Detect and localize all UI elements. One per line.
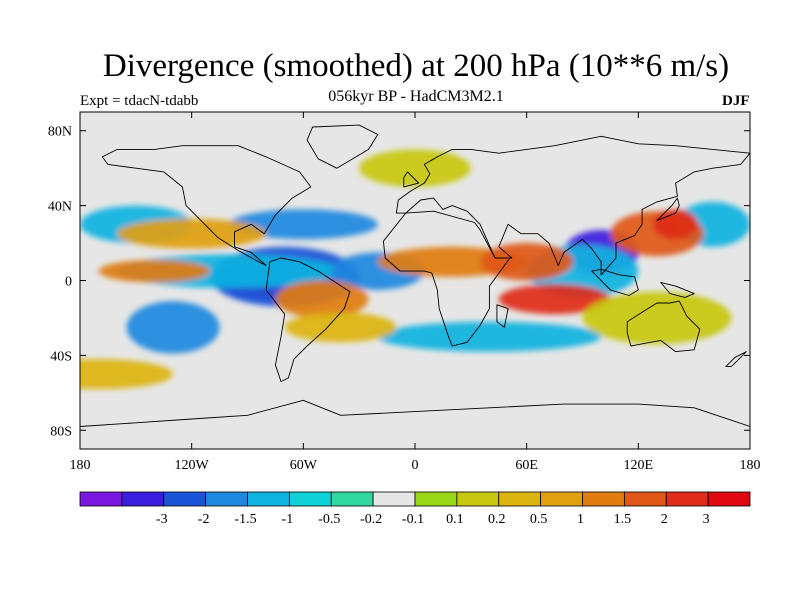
colorbar-swatch <box>205 491 248 507</box>
colorbar-label: 2 <box>661 512 668 527</box>
field-anomaly-10 <box>377 321 602 352</box>
coastline-indonesia <box>591 268 639 296</box>
colorbar-label: 3 <box>703 512 710 527</box>
coastline-new-zealand <box>725 351 747 368</box>
page-title: Divergence (smoothed) at 200 hPa (10**6 … <box>102 48 730 84</box>
colorbar-swatch <box>498 491 542 507</box>
colorbar-swatch <box>247 491 290 507</box>
colorbar-swatch <box>582 491 625 507</box>
colorbar: -3 -2 -1.5 -1 -0.5 -0.2 -0.1 0.1 0.2 0.5 1 1.5 2 3 <box>79 491 751 527</box>
divergence-field <box>80 149 750 390</box>
field-anomaly-19 <box>117 218 267 249</box>
colorbar-swatch <box>288 491 332 507</box>
colorbar-label: 0.5 <box>530 512 548 527</box>
x-tick-label: 60W <box>290 458 318 473</box>
colorbar-swatch <box>121 491 165 507</box>
y-tick-label: 0 <box>65 275 72 290</box>
experiment-label: Expt = tdacN-tdabb <box>80 93 199 109</box>
x-tick-label: 180 <box>70 458 91 473</box>
y-tick-label: 40S <box>50 349 72 364</box>
colorbar-swatch <box>540 491 583 507</box>
coastline-north-america <box>101 145 312 266</box>
y-tick-label: 40N <box>48 200 72 215</box>
colorbar-label: -3 <box>156 512 168 527</box>
field-anomaly-4 <box>126 301 220 354</box>
coastline-greenland <box>306 124 379 169</box>
field-anomaly-21 <box>359 149 471 187</box>
colorbar-swatch <box>414 491 458 507</box>
colorbar-label: -0.2 <box>360 512 382 527</box>
coastline-australia <box>626 300 701 353</box>
coastline-madagascar <box>496 304 509 328</box>
field-anomaly-12 <box>275 280 369 318</box>
coastline-africa <box>382 210 511 347</box>
y-tick-label: 80S <box>50 424 72 439</box>
map-subtitle: 056kyr BP - HadCM3M2.1 <box>328 88 504 105</box>
colorbar-swatch <box>456 491 500 507</box>
field-anomaly-18 <box>284 312 397 343</box>
colorbar-swatch <box>330 491 374 507</box>
colorbar-swatch <box>79 491 123 507</box>
coastline-japan <box>656 197 680 222</box>
coastlines <box>80 124 750 449</box>
colorbar-label: -2 <box>198 512 210 527</box>
field-anomaly-22 <box>80 359 174 390</box>
field-anomaly-20 <box>582 291 732 345</box>
x-tick-label: 120W <box>175 458 210 473</box>
colorbar-label: 0.2 <box>488 512 506 527</box>
colorbar-label: 1.5 <box>614 512 632 527</box>
colorbar-label: -1 <box>282 512 294 527</box>
x-tick-label: 120E <box>624 458 654 473</box>
colorbar-label: 0.1 <box>446 512 464 527</box>
colorbar-label: -1.5 <box>234 512 256 527</box>
colorbar-swatch <box>707 491 751 507</box>
coastline-new-guinea <box>660 281 695 298</box>
colorbar-swatch <box>665 491 709 507</box>
field-anomaly-6 <box>228 209 378 240</box>
season-label: DJF <box>722 93 750 109</box>
coastline-south-america <box>265 257 351 383</box>
field-anomaly-17 <box>498 284 611 315</box>
field-anomaly-14 <box>480 243 574 281</box>
coastline-antarctica <box>80 399 750 449</box>
colorbar-label: -0.1 <box>402 512 424 527</box>
colorbar-swatch <box>372 491 416 507</box>
colorbar-label: -0.5 <box>318 512 340 527</box>
x-tick-label: 60E <box>515 458 538 473</box>
field-anomaly-16 <box>653 209 698 240</box>
map-axes: 80N 40N 0 40S 80S 180 120W 60W 0 60E 120E 180 <box>48 112 761 473</box>
x-tick-label: 0 <box>412 458 419 473</box>
colorbar-swatch <box>163 491 207 507</box>
x-tick-label: 180 <box>740 458 761 473</box>
colorbar-swatch <box>623 491 667 507</box>
y-tick-label: 80N <box>48 125 72 140</box>
coastline-uk <box>403 171 420 188</box>
colorbar-label: 1 <box>577 512 584 527</box>
field-anomaly-11 <box>98 259 211 283</box>
